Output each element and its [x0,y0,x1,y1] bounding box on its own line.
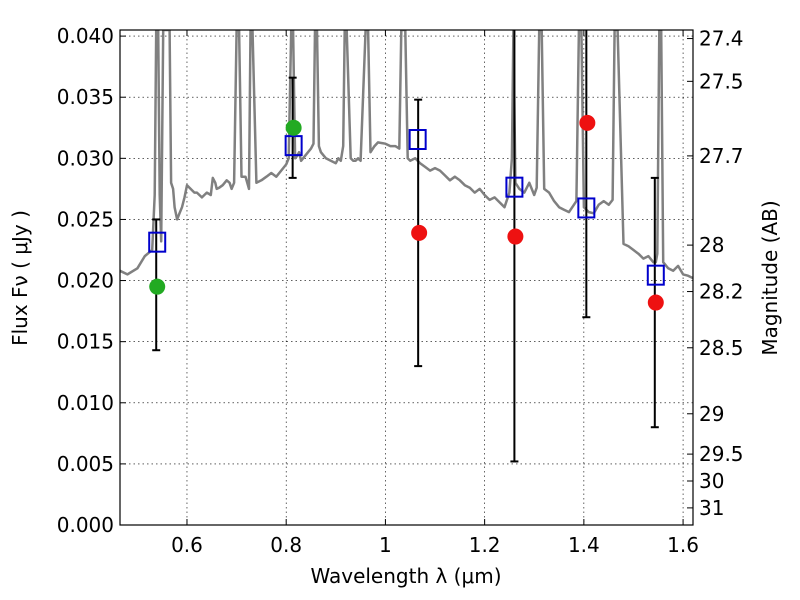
model-photometry-square [577,197,596,219]
upper-limit-point [579,114,596,131]
right-tick-label: 30 [699,469,724,493]
grid-lines [120,30,693,526]
right-tick-label: 29 [699,402,724,426]
upper-limit-point [411,224,428,241]
model-photometry-square [505,176,524,198]
x-tick-label: 0.8 [270,533,302,557]
y-tick-label: 0.030 [57,146,114,170]
model-photometry-square [284,135,303,157]
y-axis-ticks: 0.000 0.005 0.010 0.015 0.020 0.025 0.030 0.035… [57,24,126,537]
right-tick-label: 31 [699,496,724,520]
right-tick-label: 28 [699,233,724,257]
right-tick-label: 29.5 [699,442,744,466]
detection-point [285,119,302,136]
model-photometry-square [148,231,167,253]
x-tick-label: 1 [379,533,392,557]
right-tick-label: 28.2 [699,280,744,304]
right-tick-label: 28.5 [699,336,744,360]
right-tick-label: 27.4 [699,27,744,51]
y-axis-label: Flux Fν ( μJy ) [8,210,32,346]
x-tick-label: 1.4 [568,533,600,557]
x-axis-ticks: 0.6 0.8 1 1.2 1.4 1.6 [171,30,699,557]
y-tick-label: 0.010 [57,391,114,415]
plot-frame [119,29,694,526]
right-axis-ticks: 27.4 27.5 27.7 28 28.2 28.5 29 29.5 30 31 [687,27,744,520]
y-tick-label: 0.000 [57,513,114,537]
upper-limit-point [647,294,664,311]
model-photometry-square [646,264,665,286]
x-tick-label: 1.6 [667,533,699,557]
y-tick-label: 0.035 [57,85,114,109]
x-tick-label: 0.6 [171,533,203,557]
right-tick-label: 27.5 [699,69,744,93]
y-tick-label: 0.040 [57,24,114,48]
right-axis-label: Magnitude (AB) [758,200,782,355]
y-tick-label: 0.020 [57,269,114,293]
model-photometry-square [408,129,427,150]
x-tick-label: 1.2 [469,533,501,557]
y-tick-label: 0.015 [57,330,114,354]
upper-limit-point [507,228,524,245]
right-tick-label: 27.7 [699,144,744,168]
y-tick-label: 0.025 [57,207,114,231]
y-tick-label: 0.005 [57,452,114,476]
x-axis-label: Wavelength λ (μm) [310,564,501,588]
markers [148,114,665,311]
detection-point [149,278,166,295]
